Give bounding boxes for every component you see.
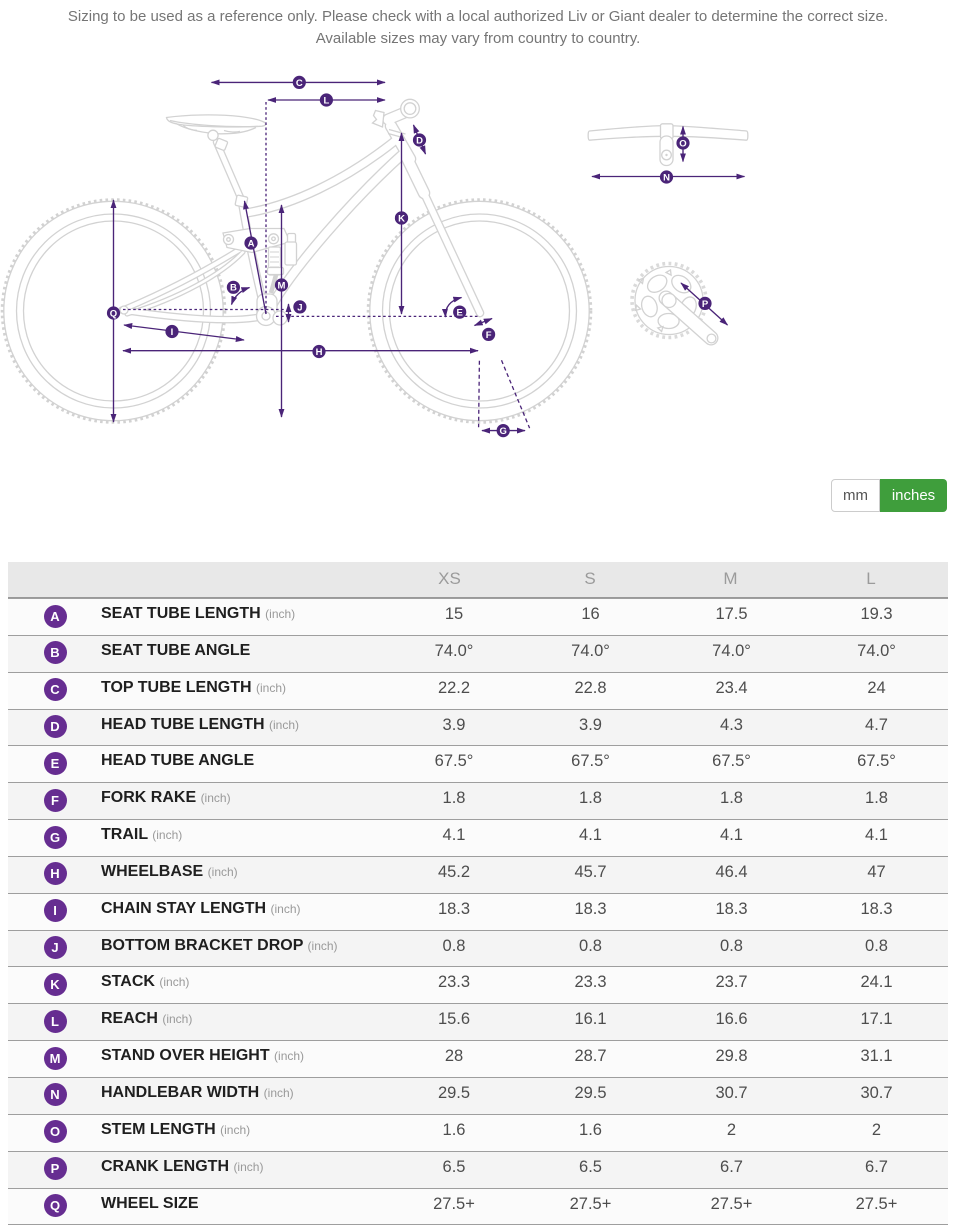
svg-text:O: O [679,138,686,149]
svg-text:Q: Q [110,308,117,319]
svg-text:P: P [702,299,709,310]
svg-text:C: C [296,78,303,89]
svg-text:M: M [278,280,286,291]
svg-text:G: G [500,426,507,437]
svg-text:K: K [398,213,405,224]
svg-text:E: E [457,308,463,319]
svg-text:F: F [486,330,492,341]
svg-text:B: B [230,283,237,294]
svg-text:I: I [171,327,174,338]
svg-text:J: J [297,302,302,313]
svg-text:L: L [323,95,329,106]
svg-text:D: D [416,135,423,146]
svg-text:N: N [663,172,670,183]
svg-text:H: H [316,347,323,358]
svg-text:A: A [248,238,255,249]
